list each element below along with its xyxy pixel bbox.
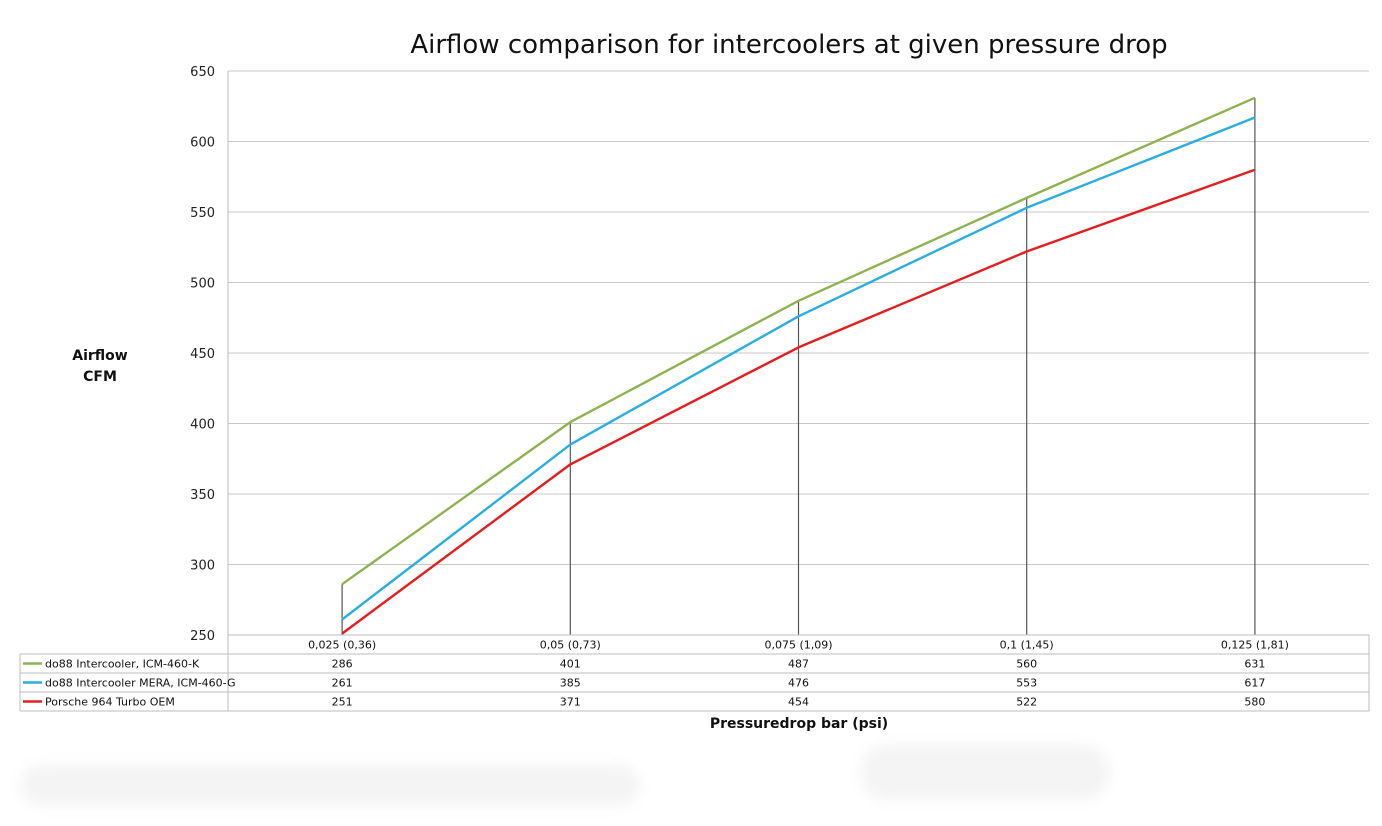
data-label: 553 (1016, 677, 1037, 690)
background-smudge (860, 745, 1110, 800)
background-smudge (20, 765, 640, 805)
y-tick-label: 350 (190, 488, 215, 503)
x-tick-label: 0,025 (0,36) (308, 639, 376, 652)
data-label: 631 (1244, 658, 1265, 671)
data-table: 0,025 (0,36) 0,05 (0,73) 0,075 (1,09) 0,1 (… (19, 634, 1370, 712)
x-tick-label: 0,075 (1,09) (764, 639, 832, 652)
data-label: 476 (788, 677, 809, 690)
data-label: 401 (560, 658, 581, 671)
series-line-1 (341, 96, 1256, 586)
series-lines (341, 96, 1256, 635)
series-line-3 (341, 168, 1256, 635)
data-label: 454 (788, 696, 809, 709)
data-label: 560 (1016, 658, 1037, 671)
data-label: 522 (1016, 696, 1037, 709)
data-label: 371 (560, 696, 581, 709)
y-tick-label: 550 (190, 206, 215, 221)
data-label: 580 (1244, 696, 1265, 709)
x-tick-label: 0,05 (0,73) (540, 639, 601, 652)
chart-title: Airflow comparison for intercoolers at g… (410, 30, 1167, 60)
y-tick-label: 250 (190, 629, 215, 644)
y-tick-label: 450 (190, 347, 215, 362)
x-tick-label: 0,1 (1,45) (1000, 639, 1054, 652)
y-tick-label: 600 (190, 136, 215, 151)
y-tick-label: 500 (190, 277, 215, 292)
data-label: 261 (332, 677, 353, 690)
legend-label: Porsche 964 Turbo OEM (45, 696, 175, 709)
data-label: 487 (788, 658, 809, 671)
y-axis-label-line2: CFM (83, 369, 117, 385)
x-tick-label: 0,125 (1,81) (1221, 639, 1289, 652)
y-tick-label: 300 (190, 559, 215, 574)
legend-label: do88 Intercooler MERA, ICM-460-G (45, 677, 236, 690)
drop-lines (341, 97, 1256, 635)
data-label: 385 (560, 677, 581, 690)
series-line-2 (341, 116, 1256, 621)
x-axis-label: Pressuredrop bar (psi) (710, 716, 888, 732)
y-tick-label: 650 (190, 65, 215, 80)
y-axis: 250 300 350 400 450 500 550 600 650 (190, 65, 215, 644)
data-label: 251 (332, 696, 353, 709)
data-label: 286 (332, 658, 353, 671)
y-tick-label: 400 (190, 418, 215, 433)
legend-label: do88 Intercooler, ICM-460-K (45, 658, 200, 671)
y-axis-label-line1: Airflow (72, 348, 128, 364)
data-label: 617 (1244, 677, 1265, 690)
